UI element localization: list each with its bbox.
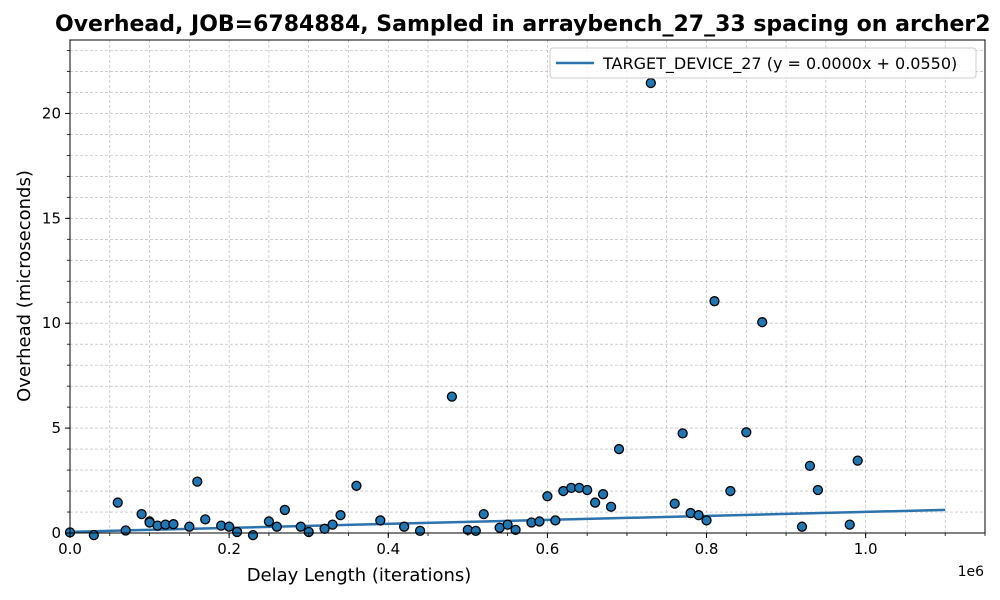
y-tick-label: 15 (42, 209, 61, 227)
data-point (605, 501, 617, 512)
x-tick-label: 1.0 (854, 540, 878, 558)
points-layer (64, 77, 863, 541)
data-point (247, 529, 259, 541)
data-point (502, 519, 513, 530)
data-point (812, 484, 824, 496)
data-point (231, 526, 243, 538)
data-point (582, 484, 593, 496)
data-point (693, 510, 704, 521)
data-point (223, 521, 235, 532)
y-tick-label: 5 (51, 419, 61, 437)
data-point (375, 515, 386, 526)
data-point (120, 525, 131, 536)
data-point (701, 515, 712, 526)
data-point (168, 519, 179, 530)
data-point (303, 526, 314, 538)
data-point (335, 510, 346, 521)
data-point (184, 521, 195, 532)
data-point (852, 455, 863, 466)
y-tick-label: 10 (42, 314, 61, 332)
data-point (510, 524, 521, 536)
data-point (136, 508, 147, 520)
data-point (542, 491, 553, 502)
x-tick-label: 0.4 (376, 540, 400, 558)
data-point (327, 519, 338, 530)
legend: TARGET_DEVICE_27 (y = 0.0000x + 0.0550) (549, 47, 977, 79)
data-point (446, 391, 458, 402)
data-point (844, 519, 855, 530)
data-point (613, 443, 625, 455)
data-point (796, 521, 808, 532)
data-point (200, 514, 211, 525)
x-axis-label: Delay Length (iterations) (247, 565, 472, 586)
y-axis-label: Overhead (microseconds) (14, 170, 35, 402)
data-point (414, 525, 426, 537)
legend-label: TARGET_DEVICE_27 (y = 0.0000x + 0.0550) (602, 54, 957, 74)
data-point (709, 296, 720, 307)
data-point (804, 460, 816, 472)
y-tick-label: 0 (51, 524, 61, 542)
data-point (192, 476, 203, 487)
chart-title: Overhead, JOB=6784884, Sampled in arrayb… (55, 12, 991, 37)
data-point (351, 480, 362, 491)
data-point (589, 497, 601, 508)
data-point (757, 317, 768, 328)
x-axis-ticks: 0.0 0.2 0.4 0.6 0.8 1.0 (58, 533, 986, 558)
y-tick-label: 20 (42, 104, 61, 122)
data-point (550, 515, 561, 526)
data-point (534, 516, 545, 527)
data-point (470, 525, 481, 537)
x-tick-label: 0.0 (58, 540, 82, 558)
data-point (295, 521, 306, 532)
x-axis-offset-label: 1e6 (958, 564, 985, 580)
data-point (478, 508, 489, 520)
data-point (669, 498, 680, 509)
y-axis-ticks: 0 5 10 15 20 (42, 50, 70, 542)
data-point (725, 485, 736, 497)
legend-box (549, 47, 977, 79)
data-point (645, 77, 656, 89)
data-point (112, 497, 123, 508)
x-tick-label: 0.6 (535, 540, 559, 558)
data-point (741, 427, 752, 438)
x-tick-label: 0.2 (217, 540, 241, 558)
data-point (88, 529, 100, 541)
data-point (677, 428, 688, 439)
data-point (399, 521, 410, 532)
grid (69, 40, 986, 534)
data-point (279, 504, 290, 516)
plot-frame (69, 39, 986, 534)
data-point (271, 521, 283, 532)
x-tick-label: 0.8 (695, 540, 719, 558)
data-point (597, 489, 609, 500)
data-point (263, 516, 275, 527)
